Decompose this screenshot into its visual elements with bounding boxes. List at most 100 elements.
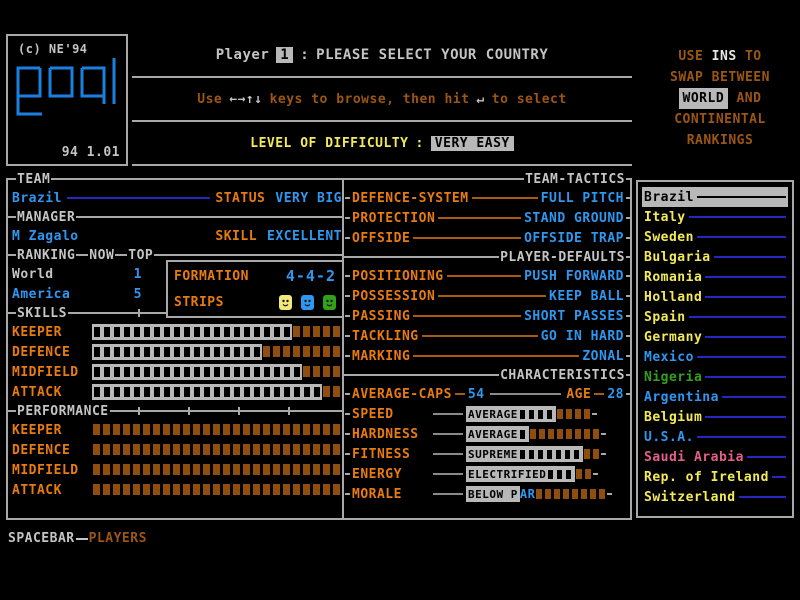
country-item-holland[interactable]: Holland: [642, 287, 788, 307]
country-item-italy[interactable]: Italy: [642, 207, 788, 227]
status-value: VERY BIG: [275, 190, 342, 206]
char-bar-morale: BELOW P AR: [466, 486, 607, 502]
characteristics-header: CHARACTERISTICS: [344, 366, 632, 384]
row-line: [746, 456, 786, 458]
country-item-spain[interactable]: Spain: [642, 307, 788, 327]
browse-instruction-row: Use ←→↑↓ keys to browse, then hit ↵ to s…: [132, 78, 632, 122]
tactic-value: FULL PITCH: [540, 190, 624, 206]
caps-age-row: AVERAGE-CAPS 54 AGE 28: [344, 384, 632, 404]
country-item-brazil[interactable]: Brazil: [642, 187, 788, 207]
performance-section-header: PERFORMANCE: [8, 402, 342, 420]
skill-bar-midfield: [92, 364, 342, 380]
default-label: POSITIONING: [352, 268, 444, 284]
connector-line: [413, 355, 580, 357]
instruction-text: Use: [197, 91, 223, 107]
country-item-bulgaria[interactable]: Bulgaria: [642, 247, 788, 267]
country-item-nigeria[interactable]: Nigeria: [642, 367, 788, 387]
default-value: ZONAL: [582, 348, 624, 364]
connector-line: [66, 197, 211, 199]
connector-line: [594, 393, 605, 395]
char-bar-hardness: AVERAGE: [466, 426, 601, 442]
country-item-rep-of-ireland[interactable]: Rep. of Ireland: [642, 467, 788, 487]
skill-label: SKILL: [215, 228, 258, 244]
connector-line: [489, 393, 562, 395]
row-line: [696, 356, 786, 358]
default-value: PUSH FORWARD: [524, 268, 624, 284]
tactic-row-defence-system: DEFENCE-SYSTEM FULL PITCH: [344, 188, 632, 208]
char-bar-energy: ELECTRIFIED: [466, 466, 593, 482]
formation-value: 4-4-2: [285, 267, 336, 285]
country-item-sweden[interactable]: Sweden: [642, 227, 788, 247]
country-item-romania[interactable]: Romania: [642, 267, 788, 287]
player-defaults-header: PLAYER-DEFAULTS: [344, 248, 632, 266]
ranking-now: 5: [133, 286, 142, 302]
country-item-germany[interactable]: Germany: [642, 327, 788, 347]
formation-label: FORMATION: [174, 268, 249, 284]
connector-line: [454, 393, 465, 395]
country-item-argentina[interactable]: Argentina: [642, 387, 788, 407]
manager-row: M Zagalo SKILL EXCELLENT: [8, 226, 342, 246]
manager-name: M Zagalo: [12, 228, 79, 244]
default-value: KEEP BALL: [549, 288, 624, 304]
connector-line: [421, 335, 538, 337]
performance-bar-keeper: [92, 422, 342, 438]
skill-row-defence: DEFENCE: [8, 342, 342, 362]
arrow-keys-icon: ←→↑↓: [229, 91, 263, 107]
char-row-energy: ENERGY ELECTRIFIED: [344, 464, 632, 484]
age-value: 28: [607, 386, 624, 402]
char-label: ENERGY: [352, 466, 402, 482]
spacebar-key-label: SPACEBAR: [8, 531, 75, 546]
skill-bar-keeper: [92, 324, 342, 340]
char-row-fitness: FITNESS SUPREME: [344, 444, 632, 464]
player-number-badge: 1: [276, 47, 294, 63]
performance-row-label: KEEPER: [12, 422, 62, 438]
country-item-usa[interactable]: U.S.A.: [642, 427, 788, 447]
difficulty-value[interactable]: VERY EASY: [430, 135, 514, 151]
difficulty-row: LEVEL OF DIFFICULTY : VERY EASY: [132, 122, 632, 166]
footer-hint: SPACEBAR PLAYERS: [8, 531, 147, 546]
player-label: Player: [215, 47, 270, 63]
team-tactics-header: TEAM-TACTICS: [344, 170, 632, 188]
default-value: SHORT PASSES: [524, 308, 624, 324]
tactic-label: DEFENCE-SYSTEM: [352, 190, 469, 206]
default-row-passing: PASSING SHORT PASSES: [344, 306, 632, 326]
row-line: [696, 196, 786, 198]
copyright-text: (c) NE'94: [18, 42, 88, 56]
difficulty-label: LEVEL OF DIFFICULTY: [250, 135, 409, 151]
skill-row-attack: ATTACK: [8, 382, 342, 402]
caps-label: AVERAGE-CAPS: [352, 386, 452, 402]
country-item-mexico[interactable]: Mexico: [642, 347, 788, 367]
country-item-switzerland[interactable]: Switzerland: [642, 487, 788, 507]
difficulty-separator: :: [415, 135, 424, 151]
instruction-text: keys to browse, then hit: [269, 91, 470, 107]
ranking-section-header: RANKING NOW TOP: [8, 246, 342, 264]
performance-bar-defence: [92, 442, 342, 458]
spacer: [84, 235, 211, 237]
game-logo-box: (c) NE'94 94 1.01: [6, 34, 128, 166]
performance-row-label: ATTACK: [12, 482, 62, 498]
player-prompt-row: Player 1 : PLEASE SELECT YOUR COUNTRY: [132, 34, 632, 78]
skill-value: EXCELLENT: [267, 228, 342, 244]
ranking-scope: America: [12, 286, 71, 302]
performance-row-keeper: KEEPER: [8, 420, 342, 440]
country-item-belgium[interactable]: Belgium: [642, 407, 788, 427]
age-label: AGE: [566, 386, 592, 402]
ranking-now: 1: [133, 266, 142, 282]
row-line: [705, 416, 786, 418]
char-row-morale: MORALE BELOW P AR: [344, 484, 632, 504]
note-text: CONTINENTAL: [674, 112, 766, 127]
char-row-hardness: HARDNESS AVERAGE: [344, 424, 632, 444]
note-text: TO: [744, 49, 762, 64]
country-item-saudi-arabia[interactable]: Saudi Arabia: [642, 447, 788, 467]
row-line: [771, 476, 786, 478]
char-row-speed: SPEED AVERAGE: [344, 404, 632, 424]
tactic-row-offside: OFFSIDE OFFSIDE TRAP: [344, 228, 632, 248]
caps-value: 54: [467, 386, 485, 402]
ins-key-label: INS: [711, 49, 737, 64]
skill-bar-defence: [92, 344, 342, 360]
players-action-label[interactable]: PLAYERS: [88, 531, 147, 546]
skill-row-label: ATTACK: [12, 384, 62, 400]
strip-shirt-icons: [279, 294, 336, 310]
row-line: [705, 336, 786, 338]
tactic-value: OFFSIDE TRAP: [524, 230, 624, 246]
